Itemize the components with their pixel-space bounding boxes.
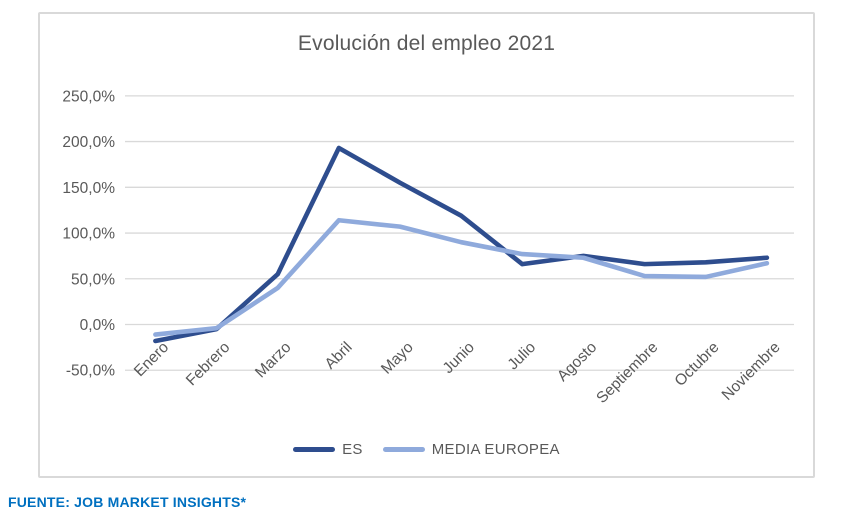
legend-swatch-es-line: [293, 447, 336, 452]
chart-title: Evolución del empleo 2021: [297, 32, 556, 55]
legend-label-media-europea: MEDIA EUROPEA: [431, 441, 560, 458]
employment-evolution-chart: Evolución del empleo 2021 250,0% 200,0% 15…: [38, 12, 815, 478]
y-tick-label: 50,0%: [71, 271, 115, 288]
legend-item-media-europea[interactable]: MEDIA EUROPEA: [382, 441, 560, 458]
legend-item-es[interactable]: ES: [293, 441, 363, 458]
x-tick-label: Octubre: [672, 339, 723, 390]
y-tick-label: -50,0%: [66, 363, 115, 380]
x-tick-label: Marzo: [252, 339, 294, 381]
x-tick-label: Febrero: [183, 339, 233, 389]
legend-label-es: ES: [342, 441, 363, 458]
x-tick-label: Abril: [322, 339, 356, 373]
x-tick-label: Noviembre: [719, 339, 784, 404]
y-tick-label: 100,0%: [62, 226, 115, 243]
chart-legend: ES MEDIA EUROPEA: [40, 441, 813, 458]
legend-swatch-media-europea-line: [382, 447, 425, 452]
x-tick-label: Mayo: [378, 339, 417, 378]
y-tick-label: 0,0%: [80, 317, 116, 334]
source-note: FUENTE: JOB MARKET INSIGHTS*: [8, 494, 247, 510]
series-line-media-europea: [153, 217, 770, 337]
y-tick-label: 150,0%: [62, 180, 115, 197]
x-tick-label: Enero: [131, 339, 172, 380]
x-tick-label: Junio: [440, 339, 478, 377]
x-tick-label: Julio: [505, 339, 540, 374]
x-tick-label: Agosto: [554, 339, 600, 385]
y-tick-label: 200,0%: [62, 134, 115, 151]
line-plot: 250,0% 200,0% 150,0% 100,0% 50,0% 0,0% -50,0% E…: [62, 88, 794, 407]
x-tick-label: Septiembre: [593, 339, 661, 407]
series-line-es: [153, 145, 770, 344]
y-tick-label: 250,0%: [62, 88, 115, 105]
